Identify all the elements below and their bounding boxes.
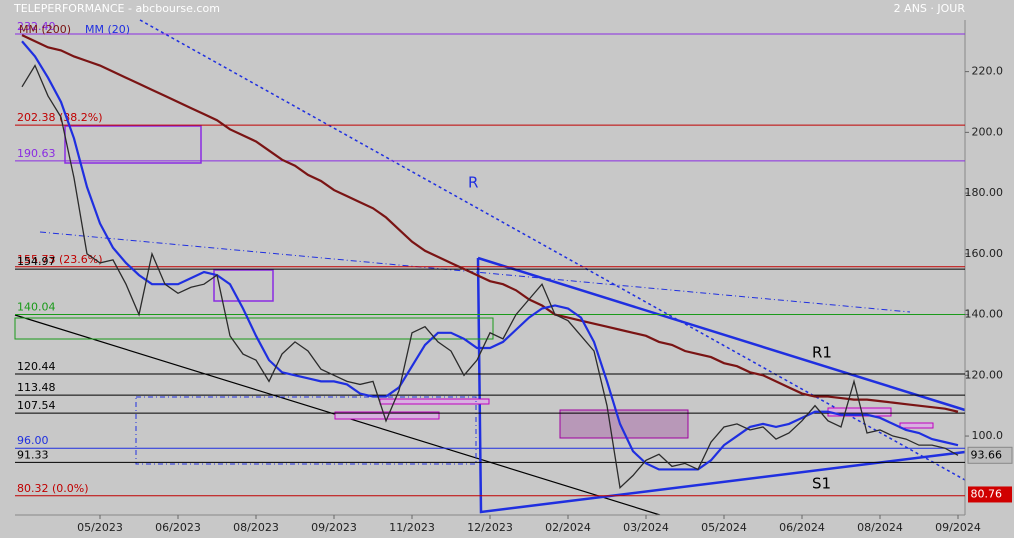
- annotation: R: [468, 174, 478, 192]
- resistance-r: [139, 19, 966, 481]
- last-price-label: 93.66: [971, 448, 1003, 461]
- level-label: 120.44: [17, 360, 56, 373]
- chart-title: TELEPERFORMANCE - abcbourse.com: [13, 2, 220, 15]
- annotation: R1: [812, 344, 832, 362]
- x-tick-label: 05/2023: [77, 521, 123, 534]
- triangle: [476, 257, 966, 514]
- legend-entry: MM (20): [85, 23, 130, 36]
- x-tick-label: 05/2024: [701, 521, 747, 534]
- level-label: 232.40: [17, 20, 56, 33]
- x-tick-label: 06/2023: [155, 521, 201, 534]
- level-label: 202.38 (38.2%): [17, 111, 103, 124]
- x-tick-label: 08/2024: [857, 521, 903, 534]
- level-label: 96.00: [17, 434, 49, 447]
- x-tick-label: 02/2024: [545, 521, 591, 534]
- level-label: 140.04: [17, 300, 56, 313]
- resistance-r1: [477, 256, 966, 412]
- low-price-box: [968, 486, 1012, 503]
- annotation: S1: [812, 475, 831, 493]
- y-tick-label: 120.00: [965, 368, 1004, 381]
- zone: [135, 396, 477, 465]
- zone: [899, 422, 934, 429]
- last-price-box: [967, 446, 1013, 464]
- x-tick-label: 03/2024: [623, 521, 669, 534]
- zone: [64, 125, 202, 164]
- level-label: 113.48: [17, 381, 56, 394]
- x-tick-label: 12/2023: [467, 521, 513, 534]
- level-label: 80.32 (0.0%): [17, 482, 89, 495]
- chart-subtitle: 2 ANS · JOUR: [894, 2, 966, 15]
- level-label: 154.97: [17, 255, 56, 268]
- ma-line: [21, 40, 959, 471]
- y-tick-label: 180.00: [965, 186, 1004, 199]
- zone: [379, 398, 490, 405]
- y-tick-label: 200.0: [972, 125, 1004, 138]
- level-label: 91.33: [17, 448, 49, 461]
- legend-entry: MM (200): [19, 23, 71, 36]
- level-label: 190.63: [17, 147, 56, 160]
- x-tick-label: 06/2024: [779, 521, 825, 534]
- x-tick-label: 11/2023: [389, 521, 435, 534]
- level-label: 107.54: [17, 399, 56, 412]
- y-tick-label: 100.0: [972, 429, 1004, 442]
- zone: [213, 269, 274, 302]
- ma-line: [21, 34, 959, 413]
- zone: [14, 317, 494, 340]
- trend-line: [39, 231, 911, 313]
- y-tick-label: 220.0: [972, 65, 1004, 78]
- y-tick-label: 160.00: [965, 247, 1004, 260]
- x-tick-label: 09/2024: [935, 521, 981, 534]
- price-line: [21, 64, 959, 489]
- level-label: 155.73 (23.6%): [17, 253, 103, 266]
- low-price-label: 80.76: [971, 487, 1003, 500]
- x-tick-label: 09/2023: [311, 521, 357, 534]
- y-tick-label: 140.00: [965, 308, 1004, 321]
- x-tick-label: 08/2023: [233, 521, 279, 534]
